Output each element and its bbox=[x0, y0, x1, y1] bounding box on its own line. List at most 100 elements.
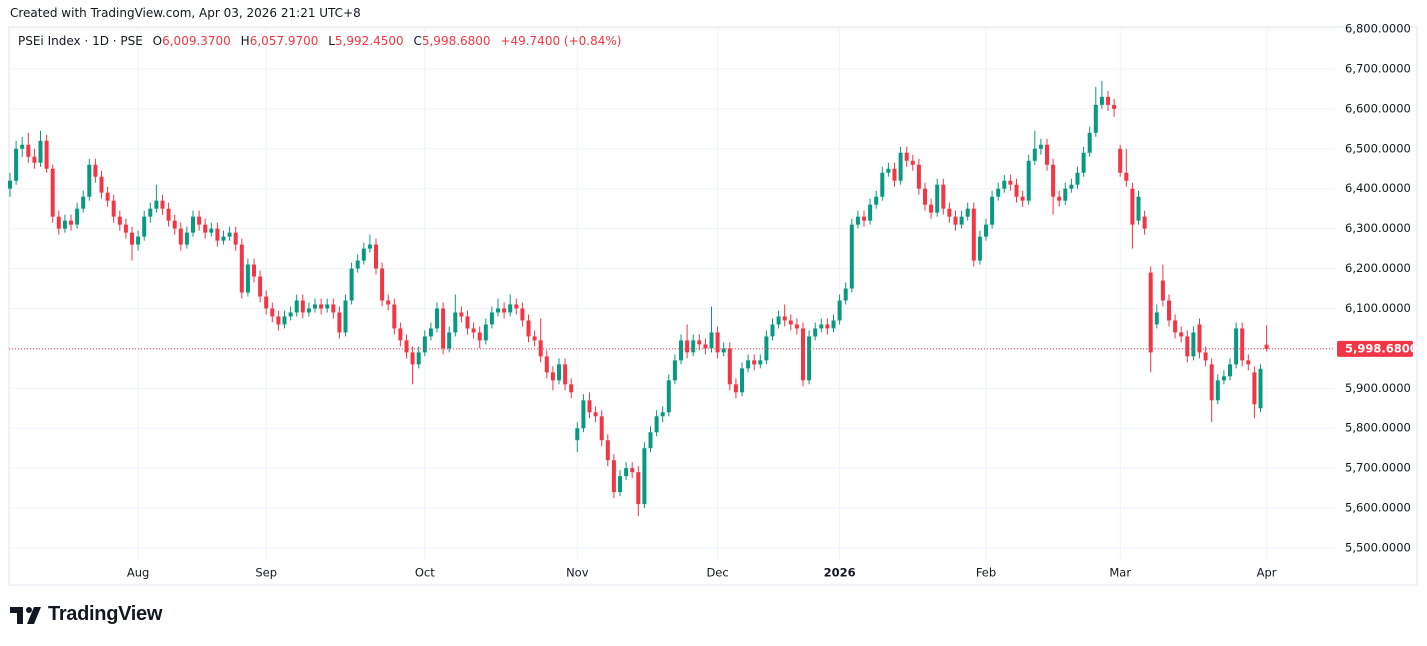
candle-body bbox=[123, 224, 128, 233]
candle-body bbox=[343, 300, 348, 333]
candle-body bbox=[1209, 364, 1214, 401]
candle-body bbox=[941, 184, 946, 209]
candle-body bbox=[575, 428, 580, 441]
candle-body bbox=[496, 308, 500, 313]
candle-body bbox=[1026, 160, 1031, 201]
candle-body bbox=[886, 168, 891, 173]
candle-body bbox=[392, 304, 397, 329]
candle-body bbox=[270, 308, 275, 317]
ohlc-key: O bbox=[152, 34, 163, 48]
candle-body bbox=[666, 380, 671, 413]
candle-body bbox=[776, 316, 781, 325]
candle-body bbox=[428, 328, 433, 337]
close-value: 5,998.6800 bbox=[421, 34, 491, 48]
ohlc-key: H bbox=[240, 34, 250, 48]
candle-body bbox=[441, 308, 446, 349]
candle-body bbox=[374, 244, 378, 269]
candle-body bbox=[1252, 372, 1257, 405]
candle-body bbox=[203, 224, 208, 233]
candle-body bbox=[947, 208, 952, 217]
candle-body bbox=[136, 236, 141, 245]
x-tick-label: Dec bbox=[706, 566, 728, 580]
candle-body bbox=[276, 316, 281, 325]
candle-body bbox=[1197, 324, 1202, 353]
candle-body bbox=[14, 148, 19, 181]
candle-body bbox=[874, 196, 879, 205]
candle-body bbox=[209, 228, 214, 233]
candle-body bbox=[38, 140, 43, 163]
candle-body bbox=[691, 340, 696, 353]
candle-body bbox=[1264, 344, 1269, 349]
candle-body bbox=[20, 144, 25, 149]
candle-body bbox=[819, 324, 824, 329]
candle-body bbox=[898, 152, 903, 181]
candle-body bbox=[1051, 164, 1056, 197]
high-value: 6,057.9700 bbox=[249, 34, 319, 48]
candle-body bbox=[69, 220, 73, 225]
candle-body bbox=[990, 196, 995, 225]
candle-body bbox=[258, 276, 263, 297]
candle-body bbox=[1002, 180, 1007, 189]
candle-body bbox=[471, 328, 476, 333]
candle-body bbox=[672, 360, 677, 381]
candle-body bbox=[843, 288, 848, 301]
candle-body bbox=[502, 308, 507, 313]
candle-body bbox=[1148, 272, 1153, 353]
candle-body bbox=[105, 192, 110, 201]
candle-body bbox=[1045, 144, 1049, 165]
candle-body bbox=[282, 316, 287, 325]
candle-body bbox=[435, 308, 439, 329]
candle-body bbox=[642, 448, 647, 505]
x-tick-label: 2026 bbox=[824, 566, 856, 580]
candle-body bbox=[1032, 148, 1037, 161]
candle-body bbox=[740, 368, 744, 393]
candle-body bbox=[654, 416, 659, 433]
candle-body bbox=[569, 384, 574, 393]
candle-body bbox=[386, 300, 391, 305]
candle-body bbox=[117, 216, 122, 225]
candle-body bbox=[380, 268, 385, 301]
y-tick-label: 6,100.0000 bbox=[1345, 301, 1411, 315]
candle-body bbox=[1167, 300, 1171, 321]
candle-body bbox=[984, 224, 988, 237]
candle-body bbox=[331, 304, 336, 313]
candle-body bbox=[618, 476, 622, 493]
candle-body bbox=[1228, 364, 1232, 377]
candle-body bbox=[788, 320, 793, 325]
candle-body bbox=[752, 360, 757, 365]
candle-body bbox=[483, 324, 488, 341]
candle-body bbox=[929, 204, 934, 213]
ohlc-key: L bbox=[328, 34, 335, 48]
candle-body bbox=[313, 304, 317, 309]
candle-body bbox=[111, 200, 116, 217]
x-tick-label: Feb bbox=[976, 566, 996, 580]
y-tick-label: 6,300.0000 bbox=[1345, 221, 1411, 235]
candle-body bbox=[50, 168, 55, 217]
candle-body bbox=[746, 360, 751, 369]
candle-body bbox=[1240, 328, 1245, 361]
y-tick-label: 5,900.0000 bbox=[1345, 381, 1411, 395]
brand: TradingView bbox=[10, 603, 162, 626]
candle-body bbox=[636, 472, 641, 505]
candle-body bbox=[1099, 96, 1104, 105]
candle-body bbox=[1185, 336, 1190, 357]
candle-body bbox=[611, 460, 616, 493]
candle-body bbox=[361, 248, 366, 261]
candle-body bbox=[721, 348, 726, 353]
candle-body bbox=[1179, 332, 1184, 337]
candle-body bbox=[349, 268, 354, 301]
candle-body bbox=[1221, 376, 1226, 381]
candle-body bbox=[782, 316, 787, 321]
y-tick-label: 6,800.0000 bbox=[1345, 21, 1411, 35]
created-note: Created with TradingView.com, Apr 03, 20… bbox=[10, 6, 361, 20]
chart: 5,500.0000 5,600.0000 5,700.0000 5,800.0000… bbox=[8, 21, 1418, 586]
low-value: 5,992.4500 bbox=[334, 34, 404, 48]
x-tick-label: Apr bbox=[1257, 566, 1277, 580]
candle-body bbox=[910, 160, 915, 165]
candle-body bbox=[1234, 328, 1239, 365]
candle-body bbox=[581, 400, 586, 429]
candle-body bbox=[703, 344, 708, 349]
candle-body bbox=[807, 336, 812, 381]
candle-body bbox=[904, 152, 909, 161]
candle-body bbox=[1203, 352, 1208, 361]
